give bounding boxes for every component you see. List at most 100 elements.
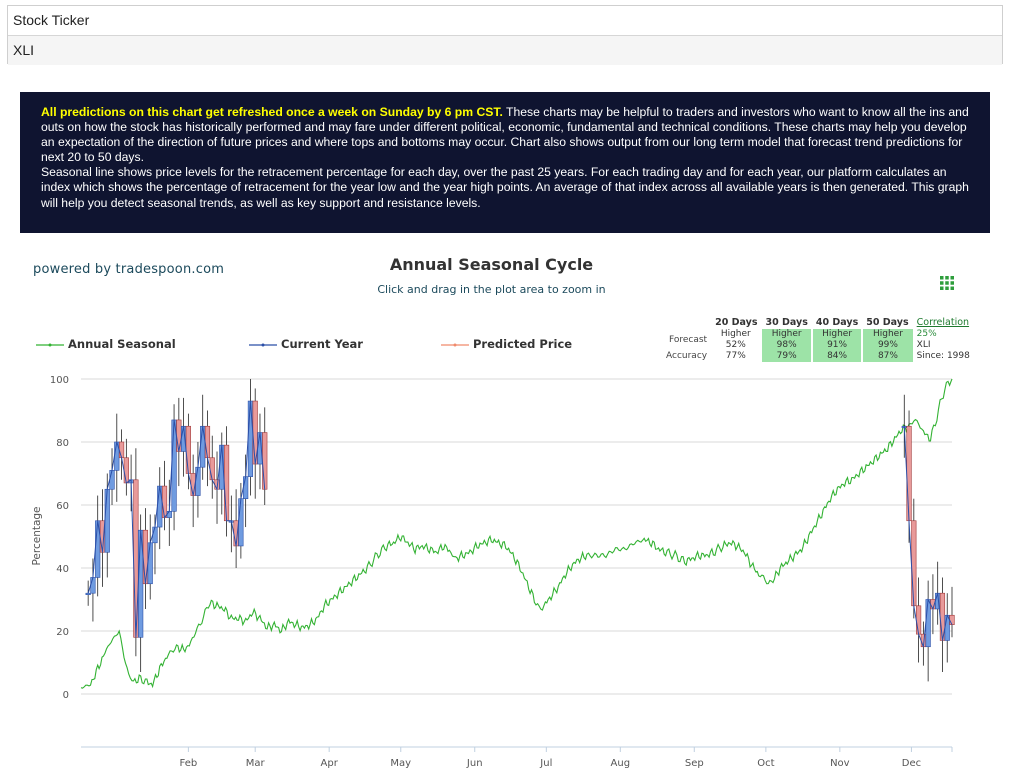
x-tick-label: Jul — [539, 758, 552, 769]
candle-body — [118, 441, 125, 459]
candle-body — [219, 444, 225, 490]
correlation-link[interactable]: Correlation — [916, 317, 970, 328]
candle-body — [228, 520, 234, 523]
x-tick-label: Jun — [466, 758, 483, 769]
candle-body — [176, 419, 182, 452]
correlation-symbol: XLI — [916, 340, 931, 350]
candle-body — [90, 577, 96, 594]
x-tick-label: Apr — [321, 758, 339, 769]
candle-body — [238, 498, 244, 547]
x-tick-label: Aug — [611, 758, 631, 769]
correlation-value: 25% — [916, 329, 937, 339]
y-tick-label: 0 — [63, 690, 69, 701]
legend-label: Annual Seasonal — [68, 337, 176, 351]
candle-body — [939, 592, 946, 641]
candle-body — [930, 599, 936, 610]
candle-body — [99, 520, 106, 553]
candle-body — [204, 425, 211, 459]
forecast-pct-40: 91% — [810, 340, 863, 351]
legend-label: Predicted Price — [473, 337, 573, 351]
x-tick-label: Mar — [246, 758, 266, 769]
x-tick-label: Feb — [180, 758, 198, 769]
candle-body — [949, 614, 955, 625]
candle-body — [190, 473, 196, 496]
candle-body — [95, 520, 101, 578]
ticker-label: Stock Ticker — [13, 12, 90, 28]
accuracy-30: 79% — [760, 351, 812, 362]
grid-menu-icon[interactable] — [939, 275, 955, 291]
candle-body — [233, 520, 239, 547]
ticker-value[interactable]: XLI — [8, 35, 1002, 65]
current-year-line — [87, 401, 266, 638]
y-tick-label: 60 — [56, 501, 69, 512]
accuracy-row-label: Accuracy — [666, 351, 708, 361]
candle-body — [925, 599, 931, 648]
correlation-since: Since: 1998 — [916, 351, 970, 361]
forecast-dir-50: Higher — [861, 329, 913, 340]
forecast-row-label: Forecast — [669, 334, 708, 345]
candle-body — [920, 633, 926, 648]
legend-current-year[interactable]: Current Year — [249, 337, 363, 351]
current-year-candles — [85, 379, 955, 682]
candle-body — [161, 485, 168, 518]
banner-text-2: Seasonal line shows price levels for the… — [41, 165, 969, 210]
chart-subtitle: Click and drag in the plot area to zoom … — [377, 283, 606, 296]
candle-body — [157, 485, 163, 528]
candle-body — [200, 425, 206, 468]
candle-body — [152, 526, 158, 544]
legend-annual-seasonal[interactable]: Annual Seasonal — [36, 337, 176, 351]
candle-body — [114, 441, 120, 471]
candle-body — [181, 425, 187, 452]
forecast-dir-20: Higher — [711, 329, 762, 340]
candle-body — [243, 476, 249, 499]
header-30-days: 30 Days — [765, 317, 808, 328]
candle-body — [915, 605, 922, 635]
ticker-box: Stock Ticker XLI — [7, 5, 1003, 65]
candle-body — [209, 457, 215, 481]
x-tick-label: May — [390, 758, 411, 769]
banner-text-1: These charts may be helpful to traders a… — [41, 105, 969, 165]
accuracy-40: 84% — [810, 351, 863, 362]
y-tick-label: 100 — [50, 375, 69, 386]
y-tick-label: 20 — [56, 627, 69, 638]
candle-body — [223, 444, 230, 522]
forecast-pct-20: 52% — [711, 340, 762, 351]
accuracy-20: 77% — [711, 351, 762, 362]
powered-by-link[interactable]: powered by tradespoon.com — [33, 262, 225, 277]
forecast-dir-40: Higher — [810, 329, 863, 340]
x-tick-label: Nov — [830, 758, 850, 769]
candle-body — [935, 592, 941, 610]
banner-highlight: All predictions on this chart get refres… — [41, 105, 503, 119]
candle-body — [123, 457, 129, 484]
candle-body — [901, 425, 907, 429]
legend-predicted-price[interactable]: Predicted Price — [441, 337, 572, 351]
candle-body — [85, 592, 91, 596]
candle-body — [252, 400, 258, 465]
forecast-dir-30: Higher — [760, 329, 812, 340]
x-tick-label: Sep — [685, 758, 704, 769]
current-year-line — [903, 426, 953, 647]
x-tick-label: Oct — [757, 758, 774, 769]
candle-body — [138, 529, 144, 638]
info-banner: All predictions on this chart get refres… — [20, 92, 990, 233]
candle-body — [944, 614, 950, 641]
candle-body — [104, 488, 110, 553]
legend-seasonal-swatch — [36, 343, 64, 346]
y-axis-label: Percentage — [31, 506, 43, 565]
candle-body — [911, 520, 917, 607]
candle-body — [133, 479, 139, 638]
candle-body — [262, 432, 268, 490]
header-40-days: 40 Days — [815, 317, 859, 328]
candle-body — [109, 470, 115, 490]
x-tick-label: Dec — [902, 758, 921, 769]
forecast-pct-30: 98% — [760, 340, 812, 351]
y-tick-label: 40 — [56, 564, 69, 575]
candle-body — [171, 419, 177, 512]
candle-body — [214, 479, 220, 490]
candle-body — [185, 425, 191, 474]
candle-body — [166, 510, 172, 518]
legend-predicted-swatch — [441, 343, 469, 346]
y-tick-label: 80 — [56, 438, 69, 449]
candle-body — [906, 425, 912, 522]
candle-body — [128, 479, 134, 484]
